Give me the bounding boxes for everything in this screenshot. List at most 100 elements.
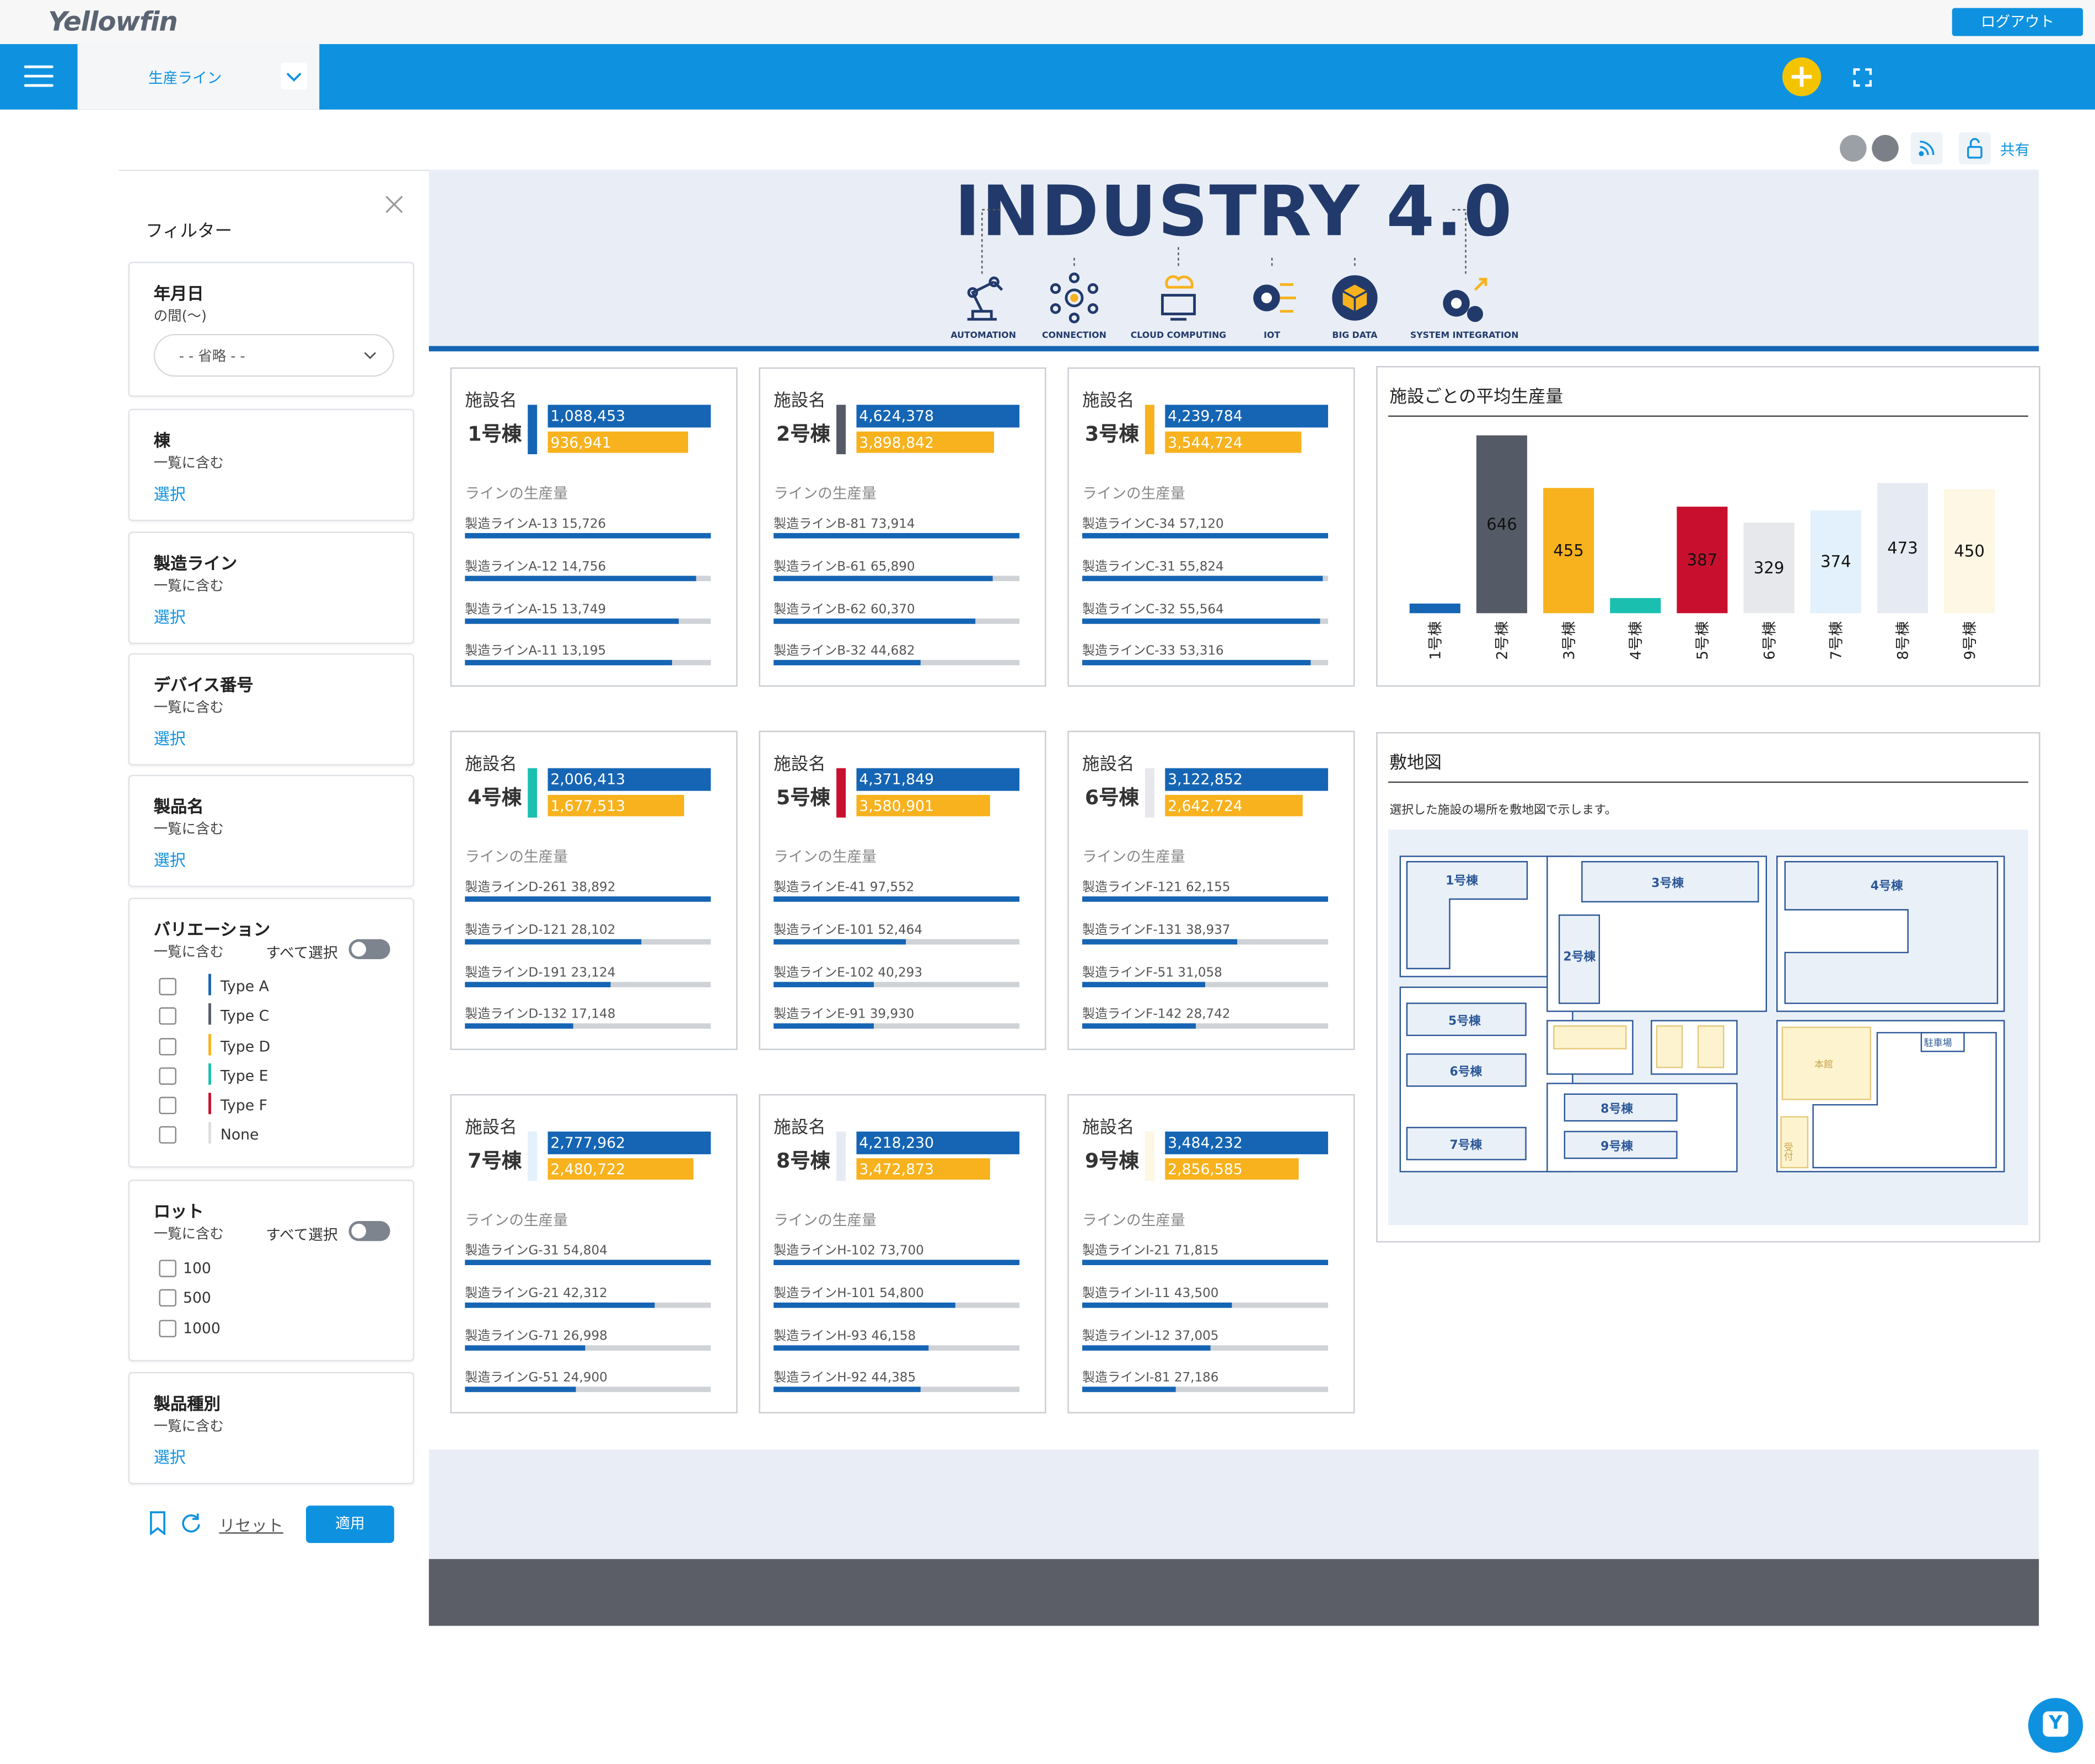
yellowfin-logo[interactable]: Yellowfin — [48, 5, 178, 37]
close-icon[interactable] — [382, 192, 406, 217]
filter-line-select[interactable]: 選択 — [153, 607, 186, 627]
variation-checkbox[interactable] — [159, 1126, 176, 1144]
logout-button[interactable]: ログアウト — [1952, 8, 2083, 36]
variation-checkbox[interactable] — [159, 977, 176, 996]
reset-link[interactable]: リセット — [219, 1516, 283, 1535]
chart-bar[interactable] — [1877, 483, 1929, 614]
building-2-outline[interactable] — [1558, 914, 1600, 1004]
chart-bar[interactable] — [1677, 507, 1728, 614]
building-9-outline[interactable] — [1564, 1131, 1678, 1159]
line-item[interactable]: 製造ラインB-61 65,890 — [773, 556, 1020, 590]
line-item[interactable]: 製造ラインH-101 54,800 — [773, 1283, 1020, 1317]
line-item[interactable]: 製造ラインG-51 24,900 — [465, 1367, 711, 1401]
facility-card[interactable]: 施設名 5号棟 4,371,849 3,580,901 ラインの生産量 製造ラインE-41… — [759, 730, 1046, 1050]
chart-bar[interactable] — [1743, 523, 1795, 614]
chart-bar[interactable] — [1810, 510, 1861, 614]
building-7-outline[interactable] — [1406, 1127, 1527, 1160]
line-item[interactable]: 製造ラインF-131 38,937 — [1082, 919, 1328, 954]
building-6-outline[interactable] — [1406, 1053, 1527, 1087]
line-item[interactable]: 製造ラインC-34 57,120 — [1082, 513, 1328, 548]
line-item[interactable]: 製造ラインA-11 13,195 — [465, 640, 711, 675]
facility-card[interactable]: 施設名 6号棟 3,122,852 2,642,724 ラインの生産量 製造ラインF-12… — [1067, 730, 1355, 1050]
line-item[interactable]: 製造ラインH-102 73,700 — [773, 1240, 1020, 1274]
line-item[interactable]: 製造ラインE-101 52,464 — [773, 919, 1020, 954]
lot-checkbox[interactable] — [159, 1289, 176, 1307]
filter-building-select[interactable]: 選択 — [153, 485, 186, 504]
building-5-outline[interactable] — [1406, 1002, 1527, 1036]
main-building[interactable] — [1781, 1026, 1872, 1100]
line-item[interactable]: 製造ラインB-32 44,682 — [773, 640, 1020, 675]
avatar[interactable] — [1840, 135, 1867, 162]
line-item[interactable]: 製造ラインD-191 23,124 — [465, 962, 711, 997]
building-3-outline[interactable] — [1581, 861, 1759, 903]
filter-device-select[interactable]: 選択 — [153, 729, 186, 749]
line-item[interactable]: 製造ラインB-62 60,370 — [773, 599, 1020, 633]
chart-bar[interactable] — [1409, 603, 1460, 614]
filter-product-type-select[interactable]: 選択 — [153, 1448, 186, 1467]
line-item[interactable]: 製造ラインH-93 46,158 — [773, 1325, 1020, 1360]
facility-card[interactable]: 施設名 1号棟 1,088,453 936,941 ラインの生産量 製造ラインA-13 1… — [450, 367, 738, 687]
variation-checkbox[interactable] — [159, 1038, 176, 1056]
chevron-down-icon[interactable] — [280, 62, 308, 90]
chart-bar[interactable] — [1476, 435, 1528, 614]
line-item[interactable]: 製造ラインA-13 15,726 — [465, 513, 711, 548]
facility-card[interactable]: 施設名 7号棟 2,777,962 2,480,722 ラインの生産量 製造ラインG-31… — [450, 1094, 738, 1414]
lot-select-all-toggle[interactable] — [348, 1221, 390, 1241]
line-item[interactable]: 製造ラインD-261 38,892 — [465, 876, 711, 911]
add-icon[interactable]: + — [1782, 57, 1822, 96]
line-item[interactable]: 製造ラインC-31 55,824 — [1082, 556, 1328, 590]
line-item[interactable]: 製造ラインA-15 13,749 — [465, 599, 711, 633]
facility-card[interactable]: 施設名 3号棟 4,239,784 3,544,724 ラインの生産量 製造ラインC-34… — [1067, 367, 1355, 687]
bookmark-icon[interactable] — [148, 1511, 167, 1535]
facility-card[interactable]: 施設名 4号棟 2,006,413 1,677,513 ラインの生産量 製造ラインD-26… — [450, 730, 738, 1050]
line-item[interactable]: 製造ラインF-142 28,742 — [1082, 1003, 1328, 1038]
apply-button[interactable]: 適用 — [305, 1505, 394, 1544]
parking-area[interactable] — [1812, 1032, 1997, 1169]
line-item[interactable]: 製造ラインI-12 37,005 — [1082, 1325, 1328, 1360]
share-button[interactable]: 共有 — [2000, 141, 2030, 159]
line-item[interactable]: 製造ラインC-33 53,316 — [1082, 640, 1328, 675]
line-item[interactable]: 製造ラインH-92 44,385 — [773, 1367, 1020, 1401]
line-item[interactable]: 製造ラインA-12 14,756 — [465, 556, 711, 590]
chart-bar[interactable] — [1610, 598, 1661, 614]
lot-checkbox[interactable] — [159, 1260, 176, 1277]
building-1-outline[interactable] — [1406, 861, 1528, 970]
chart-bar[interactable] — [1944, 489, 1995, 614]
rss-icon[interactable] — [1910, 132, 1943, 165]
building-8-outline[interactable] — [1564, 1093, 1678, 1122]
line-item[interactable]: 製造ラインG-31 54,804 — [465, 1240, 711, 1274]
variation-checkbox[interactable] — [159, 1007, 176, 1025]
lot-checkbox[interactable] — [159, 1320, 176, 1337]
facility-card[interactable]: 施設名 9号棟 3,484,232 2,856,585 ラインの生産量 製造ラインI-21… — [1067, 1094, 1355, 1414]
line-item[interactable]: 製造ラインF-121 62,155 — [1082, 876, 1328, 911]
line-item[interactable]: 製造ラインG-21 42,312 — [465, 1283, 711, 1317]
fullscreen-icon[interactable] — [1853, 67, 1872, 87]
variation-select-all-toggle[interactable] — [348, 939, 390, 960]
line-item[interactable]: 製造ラインI-81 27,186 — [1082, 1367, 1328, 1401]
facility-card[interactable]: 施設名 2号棟 4,624,378 3,898,842 ラインの生産量 製造ラインB-81… — [759, 367, 1046, 687]
line-item[interactable]: 製造ラインB-81 73,914 — [773, 513, 1020, 548]
line-item[interactable]: 製造ラインI-11 43,500 — [1082, 1283, 1328, 1317]
dashboard-selector[interactable]: 生産ライン — [77, 44, 320, 110]
line-item[interactable]: 製造ラインE-91 39,930 — [773, 1003, 1020, 1038]
line-item[interactable]: 製造ラインD-132 17,148 — [465, 1003, 711, 1038]
line-item[interactable]: 製造ラインC-32 55,564 — [1082, 599, 1328, 633]
line-item[interactable]: 製造ラインF-51 31,058 — [1082, 962, 1328, 997]
line-item[interactable]: 製造ラインE-102 40,293 — [773, 962, 1020, 997]
chart-bar[interactable] — [1543, 488, 1594, 614]
line-item[interactable]: 製造ラインG-71 26,998 — [465, 1325, 711, 1360]
date-dropdown[interactable]: - - 省略 - - — [153, 334, 394, 377]
filter-product-select[interactable]: 選択 — [153, 851, 186, 870]
building-4-outline[interactable] — [1784, 861, 1999, 1004]
refresh-icon[interactable] — [179, 1511, 203, 1535]
reception[interactable] — [1780, 1116, 1809, 1169]
variation-checkbox[interactable] — [159, 1067, 176, 1085]
avatar[interactable] — [1872, 135, 1899, 162]
facility-card[interactable]: 施設名 8号棟 4,218,230 3,472,873 ラインの生産量 製造ラインH-10… — [759, 1094, 1046, 1414]
hamburger-menu-icon[interactable] — [24, 65, 53, 90]
yellowfin-assistant-button[interactable]: Y — [2028, 1698, 2083, 1753]
line-item[interactable]: 製造ラインD-121 28,102 — [465, 919, 711, 954]
line-item[interactable]: 製造ラインI-21 71,815 — [1082, 1240, 1328, 1274]
lock-icon[interactable] — [1958, 132, 1991, 165]
line-item[interactable]: 製造ラインE-41 97,552 — [773, 876, 1020, 911]
